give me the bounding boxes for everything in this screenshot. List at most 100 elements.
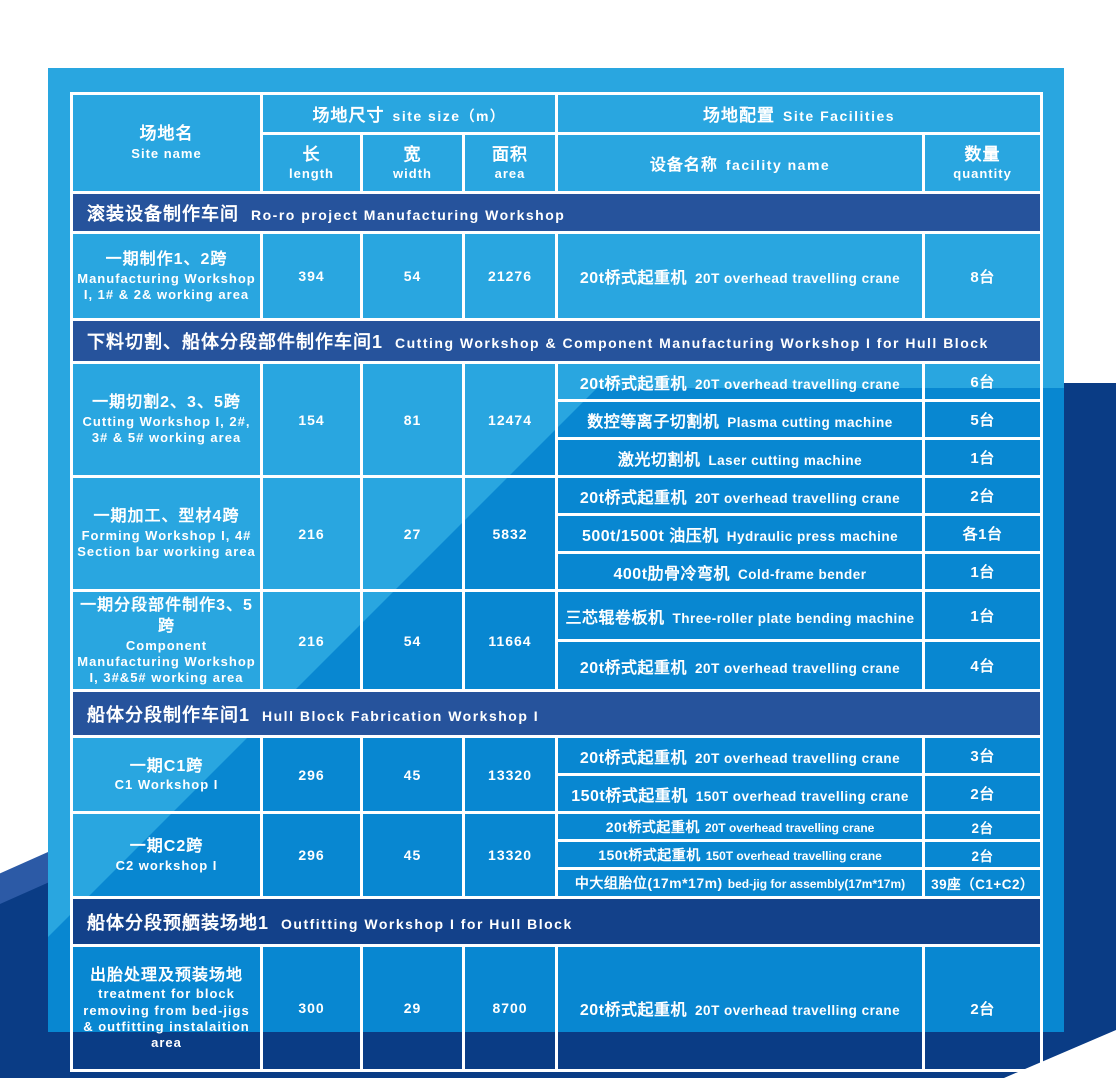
site-name-en: Manufacturing Workshop I, 1# & 2& workin… — [77, 270, 256, 302]
length-label-zh: 长 — [302, 144, 321, 164]
facility-name-cell: 20t桥式起重机 20T overhead travelling crane — [555, 944, 926, 1072]
quantity-cell: 1台 — [922, 437, 1044, 478]
quantity-cell: 各1台 — [922, 513, 1044, 554]
table-row: 一期C1跨 C1 Workshop I 296 45 13320 20t桥式起重机 20T … — [70, 735, 1044, 814]
site-facilities-label-zh: 场地配置 — [703, 106, 776, 126]
facility-en: 20T overhead travelling crane — [695, 271, 901, 286]
facility-name-label-zh: 设备名称 — [649, 157, 718, 175]
area-cell: 5832 — [461, 475, 559, 592]
site-name-en: Component Manufacturing Workshop I, 3#&5… — [77, 637, 256, 686]
site-name-zh: 一期加工、型材4跨 — [93, 508, 240, 526]
site-name-cell: 一期加工、型材4跨 Forming Workshop I, 4# Section … — [70, 475, 263, 592]
table-row: 500t/1500t 油压机 Hydraulic press machine 各1台 — [72, 513, 1044, 554]
table-row: 数控等离子切割机 Plasma cutting machine 5台 — [72, 399, 1044, 440]
site-name-zh: 一期分段部件制作3、5跨 — [80, 596, 253, 636]
section-header-row: 船体分段预舾装场地1 Outfitting Workshop I for Hull… — [69, 896, 1044, 947]
facility-name-cell: 20t桥式起重机 20T overhead travelling crane — [555, 475, 926, 516]
length-cell: 216 — [260, 589, 363, 692]
length-label-en: length — [289, 166, 334, 182]
site-name-en: Forming Workshop I, 4# Section bar worki… — [77, 528, 256, 560]
site-name-en: Cutting Workshop I, 2#, 3# & 5# working … — [82, 414, 251, 446]
quantity-cell: 3台 — [922, 735, 1044, 776]
site-name-cell: 一期分段部件制作3、5跨 Component Manufacturing Work… — [70, 589, 263, 692]
facility-en: 20T overhead travelling crane — [704, 820, 875, 835]
area-label-en: area — [494, 166, 526, 182]
table-row: 激光切割机 Laser cutting machine 1台 — [72, 437, 1044, 478]
width-cell: 81 — [360, 361, 465, 478]
section-title-zh: 滚装设备制作车间 — [87, 203, 239, 224]
section-header-row: 下料切割、船体分段部件制作车间1 Cutting Workshop & Compo… — [69, 318, 1044, 364]
quantity-cell: 4台 — [922, 639, 1044, 692]
width-label-zh: 宽 — [403, 144, 422, 164]
quantity-cell: 39座（C1+C2） — [922, 867, 1044, 899]
facility-en: bed-jig for assembly(17m*17m) — [727, 877, 906, 891]
width-cell: 54 — [360, 231, 465, 321]
table-body: 滚装设备制作车间 Ro-ro project Manufacturing Work… — [69, 191, 1044, 1072]
area-cell: 13320 — [461, 735, 559, 814]
table-row: 20t桥式起重机 20T overhead travelling crane 4台 — [72, 639, 1044, 692]
facility-zh: 20t桥式起重机 — [579, 749, 688, 767]
site-size-label-zh: 场地尺寸 — [312, 106, 385, 126]
table-header-row-2: 长 length 宽 width 面积 area 设备名称 facility na… — [72, 132, 1044, 194]
site-name-label-en: Site name — [131, 146, 202, 162]
width-cell: 45 — [360, 811, 465, 899]
quantity-cell: 1台 — [922, 589, 1044, 642]
facility-zh: 20t桥式起重机 — [579, 489, 688, 507]
table-row: 150t桥式起重机 150T overhead travelling crane 2… — [72, 839, 1044, 870]
quantity-cell: 5台 — [922, 399, 1044, 440]
area-label-zh: 面积 — [492, 144, 529, 164]
facility-zh: 150t桥式起重机 — [571, 787, 688, 805]
table-row: 一期C2跨 C2 workshop I 296 45 13320 20t桥式起重机 20T … — [70, 811, 1044, 899]
site-name-zh: 一期切割2、3、5跨 — [92, 394, 241, 412]
facility-name-cell: 数控等离子切割机 Plasma cutting machine — [555, 399, 926, 440]
facility-zh: 150t桥式起重机 — [598, 846, 701, 863]
col-header-length: 长 length — [260, 132, 363, 194]
site-name-zh: 一期制作1、2跨 — [105, 250, 228, 268]
facility-en: 20T overhead travelling crane — [695, 1003, 901, 1018]
width-cell: 45 — [360, 735, 465, 814]
quantity-label-zh: 数量 — [964, 144, 1001, 164]
site-name-cell: 一期C1跨 C1 Workshop I — [70, 735, 263, 814]
facility-name-cell: 500t/1500t 油压机 Hydraulic press machine — [555, 513, 926, 554]
section-title-en: Ro-ro project Manufacturing Workshop — [251, 206, 566, 223]
section-title: 船体分段制作车间1 Hull Block Fabrication Workshop… — [69, 689, 1044, 738]
table-row: 中大组胎位(17m*17m) bed-jig for assembly(17m*1… — [72, 867, 1044, 899]
length-cell: 154 — [260, 361, 363, 478]
facility-name-cell: 20t桥式起重机 20T overhead travelling crane — [555, 639, 926, 692]
facility-name-cell: 20t桥式起重机 20T overhead travelling crane — [555, 361, 926, 402]
facility-en: Three-roller plate bending machine — [672, 610, 915, 626]
table-row: 出胎处理及预装场地 treatment for block removing fr… — [70, 944, 1044, 1072]
facility-en: 20T overhead travelling crane — [695, 660, 901, 676]
facility-name-cell: 激光切割机 Laser cutting machine — [555, 437, 926, 478]
facility-zh: 数控等离子切割机 — [587, 413, 720, 431]
facility-name-cell: 三芯辊卷板机 Three-roller plate bending machine — [555, 589, 926, 642]
quantity-cell: 6台 — [922, 361, 1044, 402]
site-name-en: treatment for block removing from bed-ji… — [83, 986, 250, 1051]
facility-en: 20T overhead travelling crane — [695, 490, 901, 506]
table-row: 一期切割2、3、5跨 Cutting Workshop I, 2#, 3# & 5… — [70, 361, 1044, 478]
section-title-en: Cutting Workshop & Component Manufacturi… — [395, 335, 989, 351]
facility-zh: 400t肋骨冷弯机 — [613, 565, 731, 583]
table-header-row-1: 场地名 Site name 场地尺寸 site size（m） 场地配置 Site … — [70, 91, 1044, 194]
table-row: 一期加工、型材4跨 Forming Workshop I, 4# Section … — [70, 475, 1044, 592]
facility-zh: 20t桥式起重机 — [605, 818, 700, 835]
area-cell: 13320 — [461, 811, 559, 899]
col-header-site-facilities: 场地配置 Site Facilities — [555, 91, 1044, 136]
table-row: 400t肋骨冷弯机 Cold-frame bender 1台 — [72, 551, 1044, 592]
table-row: 150t桥式起重机 150T overhead travelling crane 2… — [72, 773, 1044, 814]
facility-name-cell: 400t肋骨冷弯机 Cold-frame bender — [555, 551, 926, 592]
facility-en: Laser cutting machine — [708, 452, 863, 468]
site-name-cell: 一期制作1、2跨 Manufacturing Workshop I, 1# & 2… — [70, 231, 263, 321]
facility-en: 150T overhead travelling crane — [705, 848, 882, 863]
facility-zh: 激光切割机 — [617, 451, 701, 469]
facility-zh: 20t桥式起重机 — [579, 270, 688, 287]
col-header-site-size: 场地尺寸 site size（m） — [259, 91, 559, 136]
site-name-en: C2 workshop I — [115, 857, 218, 873]
area-cell: 8700 — [461, 944, 559, 1072]
length-cell: 300 — [260, 944, 363, 1072]
col-header-facility-name: 设备名称 facility name — [555, 132, 926, 194]
table-row: 一期分段部件制作3、5跨 Component Manufacturing Work… — [70, 589, 1044, 692]
section-title-zh: 下料切割、船体分段部件制作车间1 — [87, 332, 384, 352]
quantity-cell: 2台 — [922, 475, 1044, 516]
